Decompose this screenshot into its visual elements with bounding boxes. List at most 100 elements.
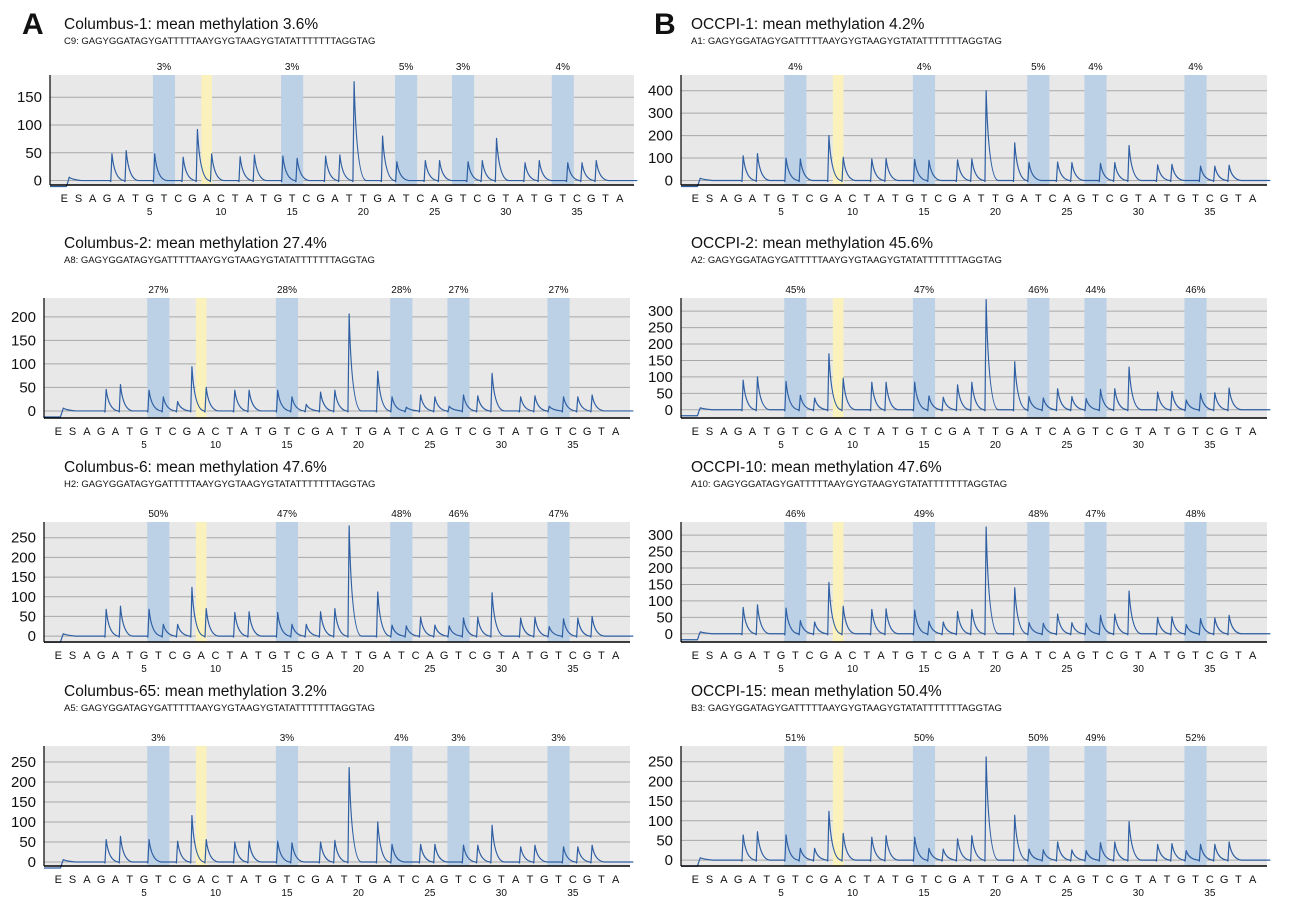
dispensation-label: T xyxy=(1164,426,1171,438)
position-number: 20 xyxy=(990,207,1002,218)
dispensation-label: T xyxy=(289,193,296,205)
position-number: 20 xyxy=(358,207,370,218)
dispensation-label: G xyxy=(583,874,592,886)
y-tick-label: 100 xyxy=(648,150,673,167)
dispensation-label: T xyxy=(126,426,133,438)
dispensation-label: A xyxy=(112,874,120,886)
y-tick-label: 0 xyxy=(665,626,673,643)
dispensation-label: A xyxy=(612,426,620,438)
dispensation-label: C xyxy=(416,193,424,205)
y-tick-label: 100 xyxy=(11,589,36,606)
cpg-site-band xyxy=(1027,298,1050,418)
dispensation-label: C xyxy=(569,874,577,886)
cpg-methylation-label: 28% xyxy=(277,285,297,296)
dispensation-label: T xyxy=(455,650,462,662)
cpg-site-band xyxy=(1084,75,1107,185)
dispensation-label: G xyxy=(483,874,492,886)
position-number: 5 xyxy=(141,440,147,451)
dispensation-label: C xyxy=(169,874,177,886)
cpg-methylation-label: 4% xyxy=(788,62,803,73)
pyrogram-title: OCCPI-15: mean methylation 50.4% xyxy=(691,683,942,700)
position-number: 20 xyxy=(353,888,365,899)
dispensation-label: T xyxy=(255,650,262,662)
dispensation-label: A xyxy=(198,650,206,662)
dispensation-label: A xyxy=(1020,650,1028,662)
dispensation-label: T xyxy=(1092,426,1099,438)
dispensation-label: G xyxy=(1005,426,1014,438)
dispensation-label: G xyxy=(734,193,743,205)
dispensation-label: E xyxy=(692,193,699,205)
cpg-methylation-label: 28% xyxy=(391,285,411,296)
dispensation-label: C xyxy=(297,874,305,886)
dispensation-label: G xyxy=(1220,650,1229,662)
dispensation-label: S xyxy=(69,650,76,662)
dispensation-label: G xyxy=(103,193,112,205)
dispensation-label: A xyxy=(326,650,334,662)
dispensation-label: T xyxy=(921,650,928,662)
position-number: 30 xyxy=(1133,440,1145,451)
y-tick-label: 50 xyxy=(19,379,36,396)
cpg-site-band xyxy=(912,75,936,185)
dispensation-label: A xyxy=(388,193,396,205)
dispensation-label: A xyxy=(1249,426,1257,438)
y-tick-label: 0 xyxy=(28,628,36,645)
dispensation-label: T xyxy=(1135,874,1142,886)
dispensation-label: A xyxy=(426,426,434,438)
dispensation-label: A xyxy=(383,874,391,886)
position-number: 20 xyxy=(990,440,1002,451)
dispensation-label: G xyxy=(373,193,382,205)
dispensation-label: T xyxy=(284,650,291,662)
cpg-site-band xyxy=(1184,298,1207,418)
dispensation-label: G xyxy=(1220,193,1229,205)
dispensation-label: G xyxy=(1177,650,1186,662)
cpg-site-band xyxy=(390,522,413,642)
dispensation-label: T xyxy=(598,874,605,886)
dispensation-label: T xyxy=(255,426,262,438)
cpg-site-band xyxy=(1184,522,1207,642)
dispensation-label: T xyxy=(559,193,566,205)
dispensation-label: T xyxy=(502,193,509,205)
dispensation-label: C xyxy=(1049,650,1057,662)
dispensation-label: T xyxy=(921,426,928,438)
dispensation-label: T xyxy=(260,193,267,205)
dispensation-label: T xyxy=(978,874,985,886)
dispensation-label: C xyxy=(169,650,177,662)
dispensation-label: S xyxy=(69,874,76,886)
pyrogram-sequence-label: A2: GAGYGGATAGYGATTTTTAAYGYGTAAGYGTATATT… xyxy=(691,255,1002,266)
position-number: 10 xyxy=(210,888,222,899)
plot-background xyxy=(681,298,1267,418)
dispensation-label: C xyxy=(297,650,305,662)
dispensation-label: S xyxy=(75,193,82,205)
dispensation-label: A xyxy=(331,193,339,205)
cpg-site-band xyxy=(547,746,570,866)
dispensation-label: T xyxy=(921,874,928,886)
dispensation-label: A xyxy=(512,874,520,886)
dispensation-label: C xyxy=(1206,874,1214,886)
dispensation-label: G xyxy=(583,426,592,438)
dispensation-label: T xyxy=(892,193,899,205)
dispensation-label: E xyxy=(692,650,699,662)
y-tick-label: 0 xyxy=(665,173,673,190)
dispensation-label: G xyxy=(734,650,743,662)
bisulfite-control-band xyxy=(832,746,844,866)
cpg-site-band xyxy=(281,75,304,185)
dispensation-label: A xyxy=(112,426,120,438)
position-number: 5 xyxy=(778,664,784,675)
dispensation-label: A xyxy=(1063,874,1071,886)
dispensation-label: A xyxy=(426,874,434,886)
pyrogram-sequence-label: A8: GAGYGGATAGYGATTTTTAAYGYGTAAGYGTATATT… xyxy=(64,255,375,266)
cpg-methylation-label: 3% xyxy=(157,62,172,73)
dispensation-label: T xyxy=(863,874,870,886)
position-number: 15 xyxy=(918,664,930,675)
dispensation-label: G xyxy=(948,426,957,438)
dispensation-label: T xyxy=(498,874,505,886)
dispensation-label: A xyxy=(83,426,91,438)
y-tick-label: 50 xyxy=(19,608,36,625)
dispensation-label: S xyxy=(706,874,713,886)
dispensation-label: T xyxy=(161,193,168,205)
dispensation-label: G xyxy=(948,874,957,886)
panel-label-a: A xyxy=(22,8,44,41)
dispensation-label: T xyxy=(126,874,133,886)
